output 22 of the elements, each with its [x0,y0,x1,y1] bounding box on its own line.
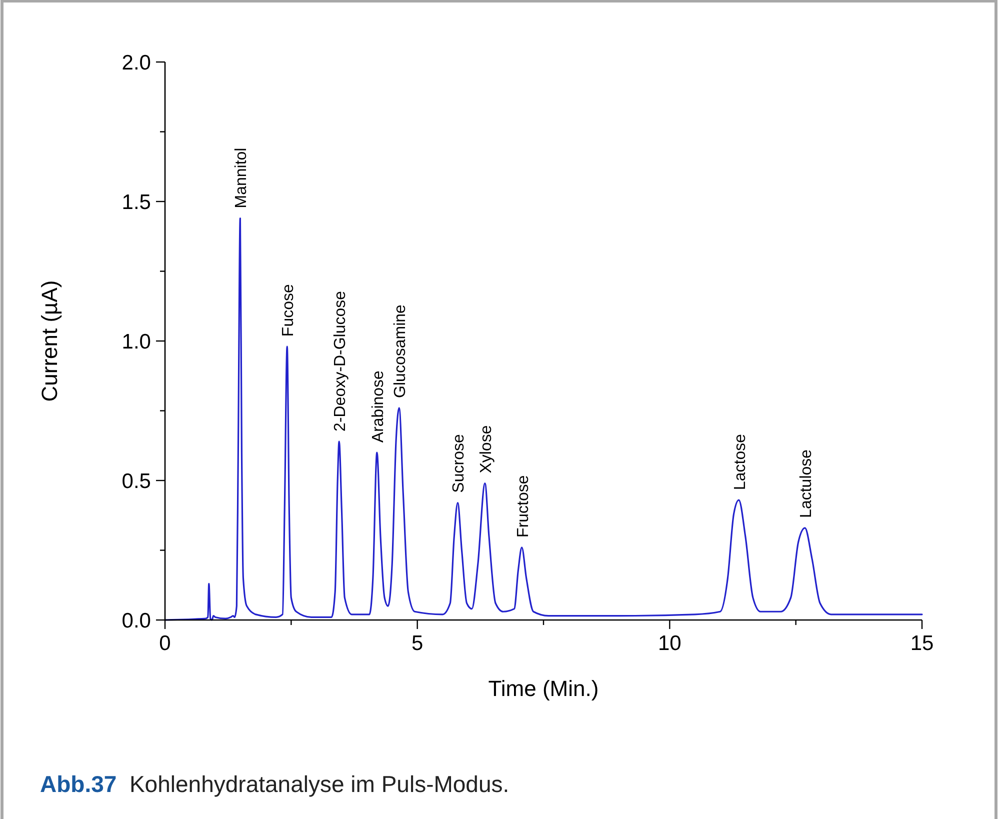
annotation: Mannitol [233,148,250,208]
annotation: Fructose [514,475,532,538]
annotation: 2-Deoxy-D-Glucose [332,290,350,432]
annotation: Sucrose [450,434,468,493]
x-tick-label: 15 [910,632,934,655]
x-tick-label: 0 [159,632,171,655]
annotation: Lactose [732,434,749,490]
caption: Abb.37 Kohlenhydratanalyse im Puls-Modus. [40,771,510,797]
x-tick-label: 10 [658,632,682,655]
annotation: Arabinose [370,370,387,443]
annotation: Fucose [280,284,298,337]
y-tick-label: 2.0 [122,51,151,74]
y-tick-label: 0.0 [122,609,151,632]
annotation: Lactulose [798,449,815,518]
x-axis-title: Time (Min.) [488,676,599,701]
y-tick-label: 1.0 [122,330,151,354]
annotation: Xylose [478,425,495,474]
annotation: Glucosamine [392,304,410,398]
x-tick-label: 5 [411,632,424,655]
y-tick-label: 1.5 [122,190,151,214]
y-axis-title: Current (µA) [37,280,62,402]
y-tick-label: 0.5 [122,470,151,493]
